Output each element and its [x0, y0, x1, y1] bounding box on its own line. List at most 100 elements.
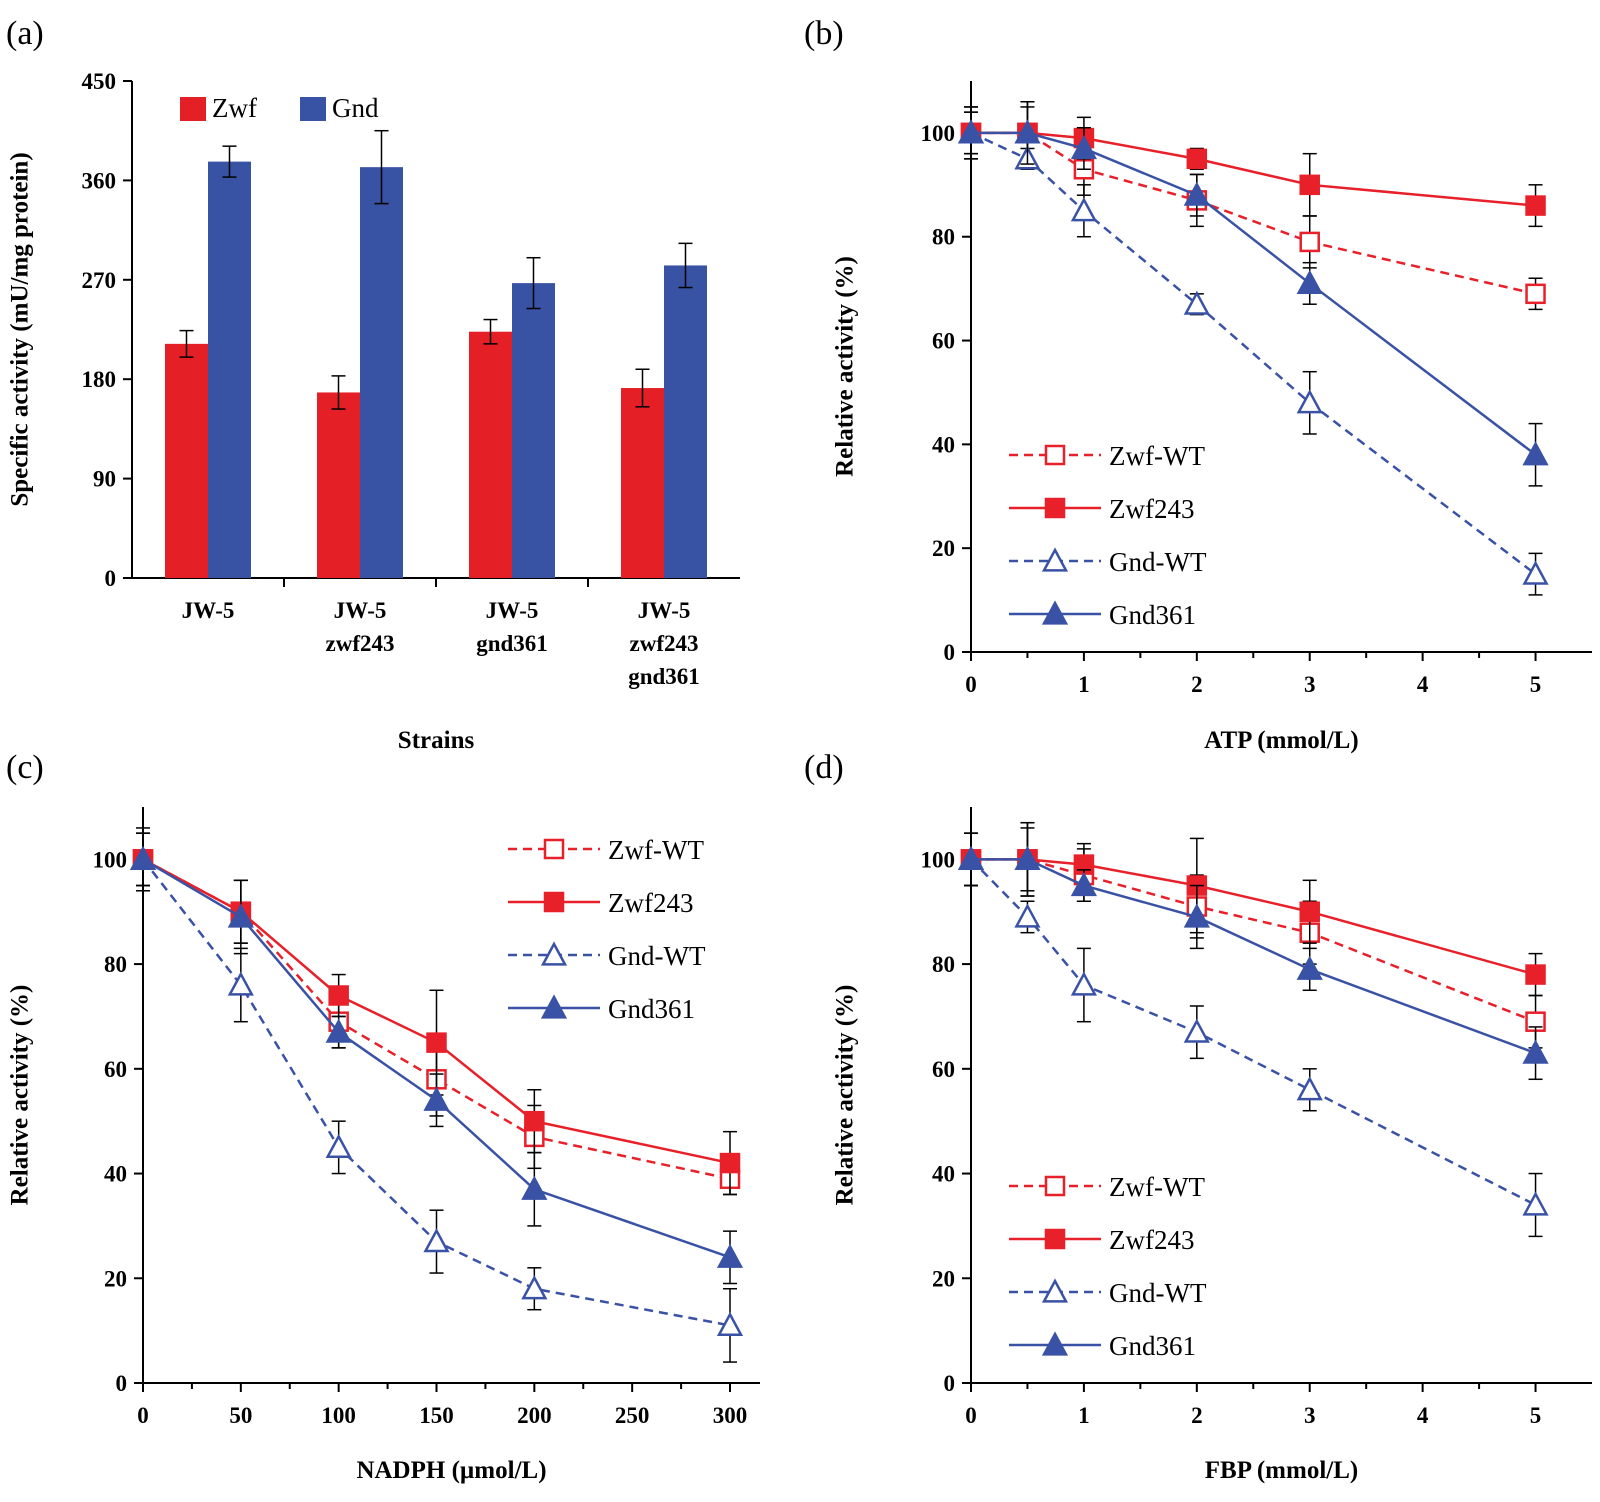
triangle-marker [1070, 134, 1098, 160]
triangle-marker [521, 1175, 548, 1200]
triangle-marker [1014, 845, 1041, 870]
triangle-marker [540, 994, 568, 1019]
y-tick-label: 80 [932, 225, 955, 250]
square-marker [1299, 901, 1320, 922]
x-tick-label: 250 [615, 1403, 650, 1428]
bar-zwf [469, 331, 512, 578]
bar-gnd [664, 265, 707, 578]
series-line-zwf-wt [971, 858, 1537, 1023]
x-axis-title: Strains [398, 727, 475, 754]
triangle-marker [716, 1243, 744, 1268]
y-tick-label: 20 [104, 1266, 127, 1291]
y-tick-label: 40 [104, 1162, 127, 1187]
legend-label: Gnd-WT [1109, 1278, 1207, 1308]
y-tick-label: 20 [932, 536, 955, 561]
legend-label: Zwf-WT [1109, 1172, 1205, 1202]
x-category-label: JW-5 [182, 598, 235, 623]
legend-label: Zwf-WT [1109, 441, 1205, 471]
y-tick-label: 0 [944, 1371, 956, 1396]
triangle-marker [423, 1086, 450, 1111]
x-category-label: zwf243 [326, 631, 395, 656]
legend-label: Gnd [332, 93, 379, 123]
y-tick-label: 60 [932, 329, 955, 354]
bar-zwf [317, 392, 360, 578]
triangle-marker [1522, 1039, 1549, 1064]
x-tick-label: 3 [1304, 672, 1316, 697]
y-tick-label: 100 [921, 121, 956, 146]
triangle-marker [1041, 1331, 1069, 1356]
x-category-label: JW-5 [638, 598, 691, 623]
bar-gnd [512, 283, 555, 578]
x-tick-label: 0 [965, 672, 977, 697]
series-line-zwf243 [971, 858, 1536, 976]
x-tick-label: 5 [1530, 1403, 1542, 1428]
bar-zwf [165, 343, 208, 578]
x-tick-label: 1 [1078, 672, 1090, 697]
triangle-marker [1070, 971, 1098, 996]
triangle-marker [1041, 547, 1069, 572]
y-tick-label: 0 [944, 640, 956, 665]
square-marker [328, 985, 349, 1006]
y-tick-label: 0 [105, 566, 117, 591]
x-tick-label: 50 [229, 1403, 252, 1428]
panel-tag: (d) [804, 749, 844, 786]
triangle-marker [1522, 560, 1549, 585]
x-tick-label: 0 [965, 1403, 977, 1428]
triangle-marker [1070, 871, 1098, 897]
triangle-marker [1183, 290, 1210, 315]
triangle-marker [1183, 1018, 1210, 1043]
y-tick-label: 0 [116, 1371, 128, 1396]
legend-label: Zwf243 [608, 888, 693, 918]
y-tick-label: 450 [82, 69, 117, 94]
x-category-label: JW-5 [486, 598, 539, 623]
x-tick-label: 3 [1304, 1403, 1316, 1428]
x-category-label: gnd361 [628, 664, 700, 689]
x-tick-label: 2 [1191, 1403, 1203, 1428]
square-marker [1044, 497, 1066, 519]
y-tick-label: 100 [921, 847, 956, 872]
y-axis-title: Relative activity (%) [832, 985, 859, 1206]
square-marker [426, 1032, 447, 1053]
x-tick-label: 150 [419, 1403, 454, 1428]
y-tick-label: 60 [104, 1057, 127, 1082]
square-marker [524, 1110, 545, 1132]
triangle-marker [1296, 955, 1323, 980]
series-line-gnd-wt [970, 131, 1537, 576]
x-category-label: gnd361 [476, 631, 548, 656]
y-tick-label: 360 [82, 168, 117, 193]
triangle-marker [1041, 600, 1069, 625]
legend-label: Zwf243 [1109, 494, 1194, 524]
series-line-gnd361 [142, 858, 731, 1259]
y-tick-label: 40 [932, 1162, 955, 1187]
square-marker [543, 838, 565, 860]
legend-label: Zwf [212, 93, 257, 123]
y-tick-label: 80 [104, 952, 127, 977]
square-marker [543, 891, 565, 913]
legend-swatch-zwf [180, 97, 206, 121]
x-tick-label: 2 [1191, 672, 1203, 697]
triangle-marker [1183, 181, 1210, 206]
triangle-marker [227, 903, 254, 928]
y-tick-label: 180 [82, 367, 117, 392]
square-marker [1299, 174, 1320, 196]
panel-tag: (c) [6, 749, 44, 786]
triangle-marker [1296, 269, 1323, 295]
legend-label: Gnd-WT [1109, 547, 1207, 577]
x-tick-label: 5 [1530, 672, 1542, 697]
y-tick-label: 100 [93, 847, 128, 872]
triangle-marker [1070, 197, 1098, 222]
x-category-label: zwf243 [630, 631, 699, 656]
triangle-marker [540, 941, 568, 966]
triangle-marker [1296, 389, 1323, 414]
triangle-marker [1522, 1191, 1549, 1216]
series-line-gnd361 [971, 131, 1537, 456]
triangle-marker [227, 971, 254, 996]
legend-label: Zwf-WT [608, 835, 704, 865]
legend-label: Gnd361 [608, 994, 695, 1024]
square-marker [1044, 1228, 1066, 1250]
square-marker [1186, 148, 1208, 170]
y-axis-title: Specific activity (mU/mg protein) [7, 152, 34, 506]
triangle-marker [957, 119, 985, 144]
triangle-marker [325, 1133, 352, 1158]
